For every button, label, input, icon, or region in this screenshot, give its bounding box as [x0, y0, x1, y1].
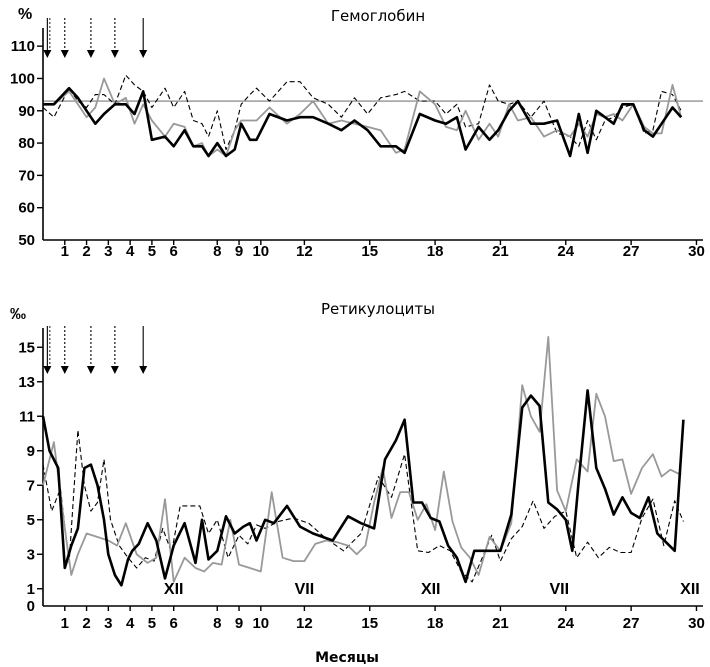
reticulocytes-x-tick-label: 24 — [557, 615, 574, 632]
reticulocytes-x-tick-label: 15 — [361, 615, 378, 632]
hemoglobin-x-tick-label: 30 — [688, 243, 705, 260]
hemoglobin-x-tick-label: 18 — [427, 243, 444, 260]
reticulocytes-series-black — [41, 389, 685, 587]
hemoglobin-y-tick-label: 90 — [18, 103, 35, 120]
hemoglobin-x-tick-label: 21 — [492, 243, 509, 260]
hemoglobin-y-tick-label: 110 — [11, 38, 35, 55]
hemoglobin-series-dashed — [42, 74, 682, 151]
hemoglobin-y-tick-label: 80 — [18, 135, 35, 152]
reticulocytes-y-tick-label: 7 — [27, 477, 35, 494]
hemoglobin-y-tick-label: 50 — [18, 232, 35, 249]
reticulocytes-x-tick-label: 2 — [82, 615, 90, 632]
hemoglobin-series-black — [43, 86, 683, 158]
reticulocytes-y-tick-label: 1 — [27, 581, 35, 598]
reticulocytes-x-tick-label: 5 — [148, 615, 156, 632]
hemoglobin-arrow-marker — [60, 18, 69, 58]
season-label: XII — [680, 581, 700, 598]
reticulocytes-x-tick-label: 6 — [170, 615, 178, 632]
hemoglobin-x-tick-label: 24 — [557, 243, 574, 260]
reticulocytes-arrow-marker — [86, 326, 95, 374]
x-axis-title: Месяцы — [315, 650, 379, 666]
season-label: XII — [421, 581, 441, 598]
reticulocytes-x-tick-label: 12 — [296, 615, 313, 632]
hemoglobin-x-tick-label: 12 — [296, 243, 313, 260]
hemoglobin-x-tick-label: 27 — [623, 243, 640, 260]
hemoglobin-arrow-marker — [110, 18, 119, 58]
reticulocytes-x-tick-label: 18 — [427, 615, 444, 632]
hemoglobin-x-tick-label: 5 — [148, 243, 156, 260]
hemoglobin-y-tick-label: 60 — [18, 200, 35, 217]
hemoglobin-x-tick-label: 10 — [252, 243, 269, 260]
reticulocytes-x-tick-label: 9 — [235, 615, 243, 632]
hemoglobin-x-tick-label: 4 — [126, 243, 135, 260]
hemoglobin-arrow-marker — [43, 18, 52, 58]
hemoglobin-x-tick-label: 2 — [82, 243, 90, 260]
reticulocytes-x-tick-label: 21 — [492, 615, 509, 632]
hemoglobin-arrow-marker — [139, 18, 148, 58]
reticulocytes-y-tick-label: 3 — [27, 546, 35, 563]
reticulocytes-x-tick-label: 3 — [104, 615, 112, 632]
hemoglobin-x-tick-label: 9 — [235, 243, 243, 260]
hemoglobin-x-tick-label: 1 — [61, 243, 69, 260]
season-label: VII — [295, 581, 315, 598]
reticulocytes-x-tick-label: 1 — [61, 615, 69, 632]
hemoglobin-x-tick-label: 8 — [213, 243, 221, 260]
reticulocytes-unit-label: ‰ — [10, 306, 26, 323]
season-label: VII — [549, 581, 569, 598]
hemoglobin-unit-label: % — [18, 6, 32, 23]
reticulocytes-y-tick-label: 11 — [19, 408, 35, 425]
hemoglobin-x-tick-label: 3 — [104, 243, 112, 260]
reticulocytes-x-tick-label: 8 — [213, 615, 221, 632]
reticulocytes-arrow-marker — [110, 326, 119, 374]
hemoglobin-x-tick-label: 15 — [361, 243, 378, 260]
reticulocytes-arrow-marker — [139, 326, 148, 374]
reticulocytes-y-tick-label: 5 — [27, 512, 35, 529]
reticulocytes-x-tick-label: 27 — [623, 615, 640, 632]
hemoglobin-y-tick-label: 100 — [10, 70, 35, 87]
reticulocytes-y-tick-label: 13 — [18, 374, 35, 391]
reticulocytes-arrow-marker — [60, 326, 69, 374]
hemoglobin-arrow-marker — [86, 18, 95, 58]
reticulocytes-title: Ретикулоциты — [321, 300, 435, 318]
reticulocytes-x-tick-label: 10 — [252, 615, 269, 632]
season-label: XII — [164, 581, 184, 598]
hemoglobin-y-tick-label: 70 — [18, 167, 35, 184]
reticulocytes-arrow-marker — [43, 326, 52, 374]
reticulocytes-series-gray — [42, 335, 682, 583]
hemoglobin-series-gray — [43, 77, 683, 157]
reticulocytes-series-dashed — [42, 429, 684, 583]
hemoglobin-title: Гемоглобин — [331, 7, 425, 25]
reticulocytes-x-tick-label: 30 — [688, 615, 705, 632]
reticulocytes-x-tick-label: 4 — [126, 615, 135, 632]
hemoglobin-x-tick-label: 6 — [170, 243, 178, 260]
reticulocytes-y-tick-label: 0 — [27, 598, 35, 615]
reticulocytes-y-tick-label: 9 — [27, 443, 35, 460]
reticulocytes-y-tick-label: 15 — [18, 339, 35, 356]
